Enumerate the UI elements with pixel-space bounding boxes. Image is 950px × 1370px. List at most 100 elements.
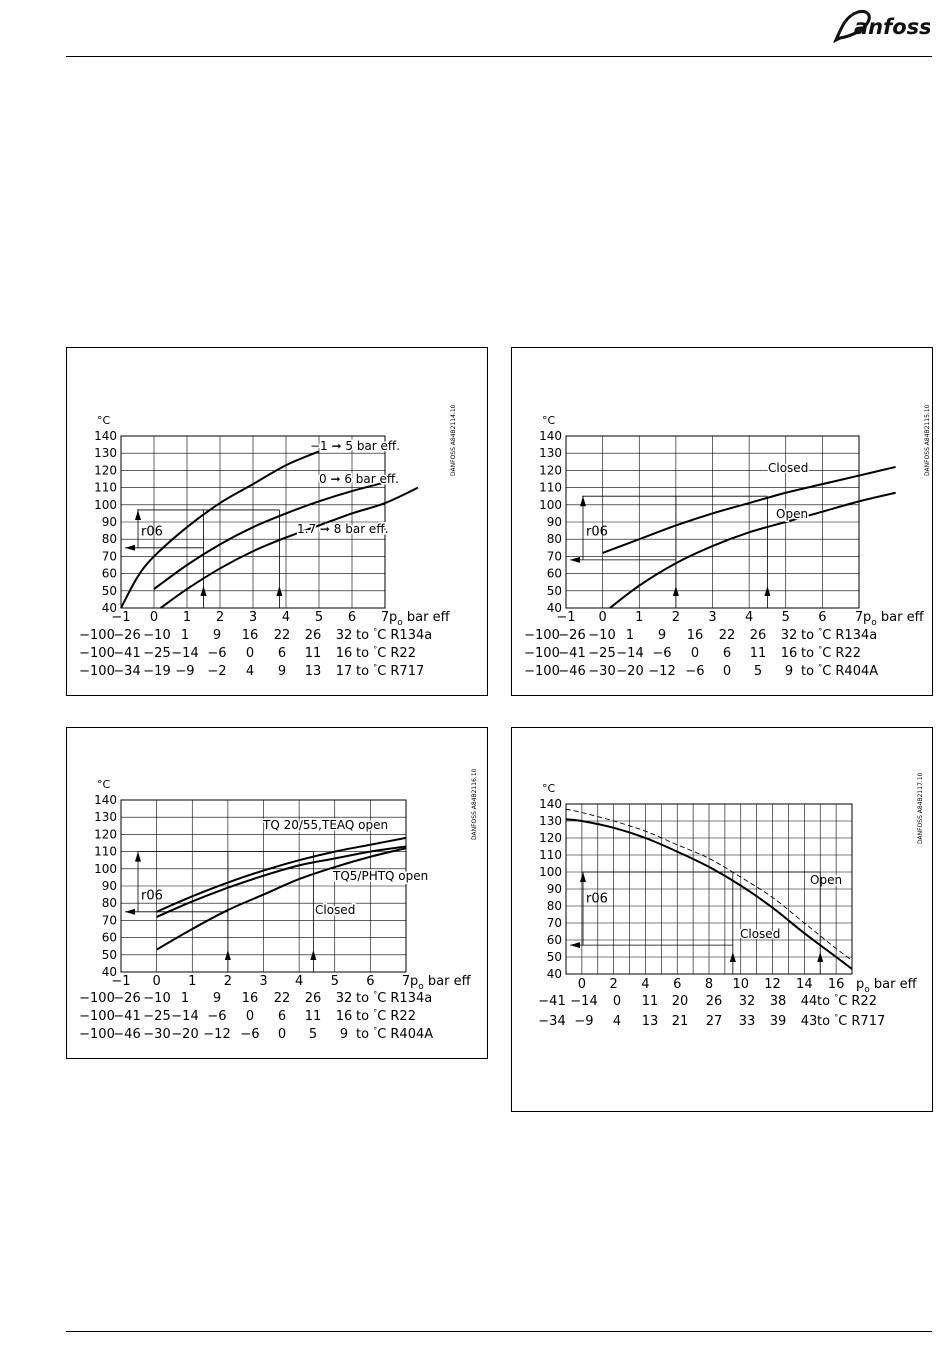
scale-value: 9: [213, 991, 221, 1006]
up-arrow: [200, 586, 207, 596]
y-tick-label: 60: [547, 567, 562, 581]
x-axis-label: po bar eff: [389, 610, 451, 628]
plot-frame: [565, 803, 853, 975]
x-tick-label: 4: [295, 974, 303, 989]
x-axis-label: po bar eff: [856, 977, 918, 995]
y-tick-label: 70: [547, 916, 562, 930]
x-tick-label: 14: [796, 977, 813, 992]
scale-value: −100: [79, 991, 115, 1006]
scale-value: −6: [685, 664, 704, 679]
scale-value: 11: [305, 646, 322, 661]
scale-value: 16: [242, 628, 259, 643]
scale-value: 13: [642, 1014, 659, 1029]
scale-value: −100: [79, 1009, 115, 1024]
plot-frame: [565, 435, 860, 609]
x-tick-label: 1: [188, 974, 196, 989]
left-arrow: [125, 908, 135, 915]
series-line-0-6-bar-eff: [153, 481, 386, 590]
y-unit-label: °C: [97, 778, 111, 791]
scale-value: −14: [616, 646, 643, 661]
y-tick-label: 110: [539, 481, 562, 495]
scale-value: 20: [672, 994, 689, 1009]
scale-value: 9: [658, 628, 666, 643]
series-line-tq5-phtq-open: [156, 845, 407, 918]
scale-value: −12: [648, 664, 675, 679]
scale-value: 43: [801, 1014, 818, 1029]
y-tick-label: 120: [94, 827, 117, 841]
series-line-closed: [565, 818, 853, 970]
y-tick-label: 120: [539, 831, 562, 845]
up-arrow: [276, 586, 283, 596]
y-tick-label: 40: [102, 601, 117, 615]
scale-value: −25: [143, 646, 170, 661]
y-tick-label: 130: [539, 446, 562, 460]
scale-value: 1: [626, 628, 634, 643]
x-tick-label: 10: [733, 977, 750, 992]
scale-value: 26: [305, 628, 322, 643]
y-tick-label: 90: [102, 879, 117, 893]
scale-value: 16: [336, 1009, 353, 1024]
up-arrow-left: [580, 496, 586, 507]
y-tick-label: 100: [94, 862, 117, 876]
reference-label: r06: [586, 892, 608, 907]
scale-value: 26: [750, 628, 767, 643]
x-tick-label: −1: [556, 610, 575, 625]
plot-frame: [120, 435, 386, 609]
y-tick-label: 100: [94, 498, 117, 512]
x-tick-label: 6: [348, 610, 356, 625]
y-tick-label: 130: [94, 810, 117, 824]
y-tick-label: 130: [539, 814, 562, 828]
scale-value: 26: [305, 991, 322, 1006]
scale-value: 44: [801, 994, 818, 1009]
x-tick-label: 6: [366, 974, 374, 989]
left-arrow: [125, 544, 135, 551]
scale-value: −41: [538, 994, 565, 1009]
x-tick-label: 12: [764, 977, 781, 992]
side-code: DANFOSS A84B2117.10: [917, 772, 924, 844]
scale-value: −100: [524, 646, 560, 661]
scale-value: −20: [171, 1027, 198, 1042]
series-line-open: [609, 491, 896, 609]
series-label-closed: Closed: [740, 927, 780, 941]
scale-value: 11: [642, 994, 659, 1009]
scale-value: 16: [781, 646, 798, 661]
side-code: DANFOSS A84B2114.10: [450, 404, 457, 476]
scale-value: −6: [240, 1027, 259, 1042]
x-tick-label: 7: [402, 974, 410, 989]
series-line-1-7-8-bar-eff: [160, 486, 419, 609]
scale-value: −41: [113, 1009, 140, 1024]
scale-value: 22: [274, 628, 291, 643]
left-arrow: [570, 942, 580, 949]
scale-value: −20: [616, 664, 643, 679]
scale-value: −26: [113, 628, 140, 643]
chart-panel-1: °C 140 130 120 110 100 90 80 70 60 50 40 −1 0 1 2 3 4 5 6 7 p…: [66, 347, 488, 696]
y-tick-label: 140: [94, 429, 117, 443]
scale-value: −100: [79, 646, 115, 661]
series-label-closed: Closed: [315, 903, 355, 917]
y-tick-label: 60: [102, 567, 117, 581]
scale-value: 32: [739, 994, 756, 1009]
x-tick-label: 0: [152, 974, 160, 989]
x-tick-label: 2: [224, 974, 232, 989]
scale-value: −25: [588, 646, 615, 661]
x-tick-label: 1: [635, 610, 643, 625]
chart-panel-2: °C 140 130 120 110 100 90 80 70 60 50 40 −1 0 1 2 3 4 5 6 7 p…: [511, 347, 933, 696]
up-arrow-left: [135, 509, 141, 520]
scale-value: 21: [672, 1014, 689, 1029]
scale-value: 9: [340, 1027, 348, 1042]
scale-value: 16: [336, 646, 353, 661]
scale-value: 11: [750, 646, 767, 661]
x-tick-label: 4: [641, 977, 649, 992]
reference-label: r06: [141, 525, 163, 540]
x-tick-label: 1: [183, 610, 191, 625]
scale-row-label: to °C R134a: [801, 627, 877, 643]
plot-frame: [120, 799, 407, 973]
y-unit-label: °C: [542, 414, 556, 427]
scale-value: 5: [754, 664, 762, 679]
x-tick-label: 0: [578, 977, 586, 992]
series-line-tq-20-55-teaq-open: [156, 836, 407, 913]
scale-value: 39: [770, 1014, 787, 1029]
chart-panel-3: °C 140 130 120 110 100 90 80 70 60 50 40 −1 0 1 2 3 4 5 6 7 p…: [66, 727, 488, 1059]
scale-value: 9: [278, 664, 286, 679]
danfoss-logo: anfoss: [833, 10, 930, 44]
